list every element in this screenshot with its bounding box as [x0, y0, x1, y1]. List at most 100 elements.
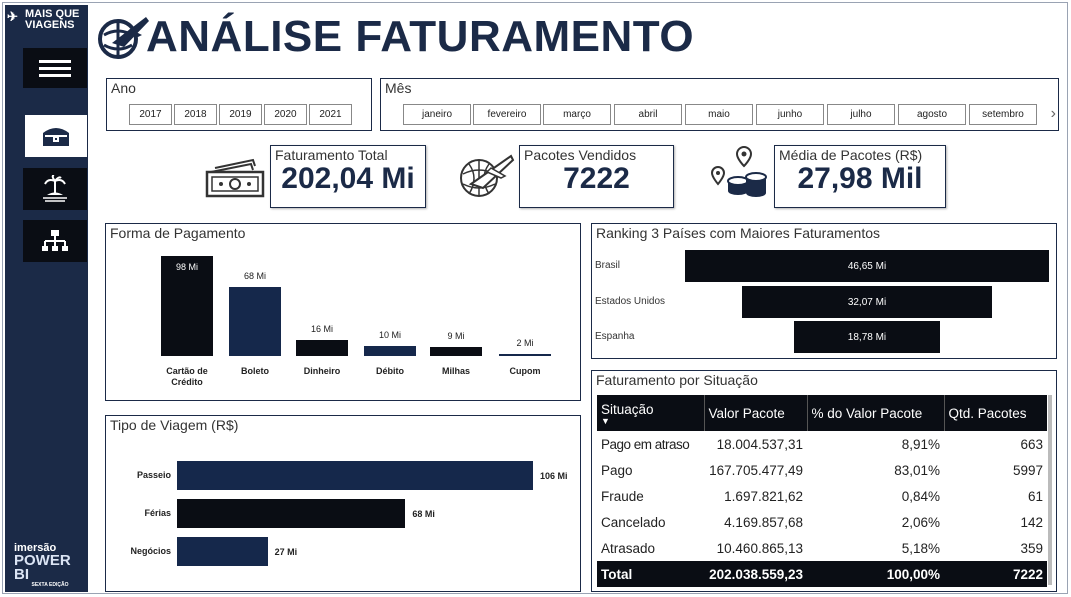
forma-pagamento-chart: Forma de Pagamento 98 Mi Cartão de Crédit…: [105, 223, 581, 401]
sidebar: [5, 5, 88, 592]
category-label: Dinheiro: [303, 366, 341, 376]
category-label: Férias: [144, 508, 171, 518]
bar[interactable]: [430, 346, 482, 356]
airplane-icon: ✈: [7, 9, 18, 24]
mes-option[interactable]: março: [543, 104, 611, 125]
chart-title: Ranking 3 Países com Maiores Faturamento…: [596, 225, 881, 241]
kpi-pacotes-vendidos: Pacotes Vendidos 7222: [519, 145, 674, 208]
menu-icon: [39, 59, 71, 63]
ano-slicer: Ano 2017 2018 2019 2020 2021: [106, 78, 372, 131]
ano-option[interactable]: 2017: [129, 104, 172, 125]
column-header-percent[interactable]: % do Valor Pacote: [807, 395, 945, 431]
category-label: Boleto: [241, 366, 269, 376]
mes-option[interactable]: agosto: [898, 104, 966, 125]
bar[interactable]: [177, 537, 268, 566]
kpi-value: 202,04 Mi: [281, 162, 415, 195]
data-label: 68 Mi: [412, 509, 435, 519]
category-label: Passeio: [136, 470, 171, 480]
kpi-label: Pacotes Vendidos: [524, 147, 637, 163]
beach-island-icon: [43, 175, 67, 202]
data-label: 16 Mi: [310, 323, 333, 334]
globe-plane-icon: [455, 150, 515, 205]
table-row[interactable]: Fraude 1.697.821,62 0,84% 61: [601, 488, 1043, 504]
brand-logo: ✈ MAIS QUE VIAGENS: [7, 8, 80, 31]
bar[interactable]: [229, 286, 281, 356]
kpi-faturamento-total: Faturamento Total 202,04 Mi: [270, 145, 426, 208]
table-total-row: Total 202.038.559,23 100,00% 7222: [597, 561, 1047, 587]
nav-destinos-button[interactable]: [23, 168, 87, 210]
chart-title: Tipo de Viagem (R$): [110, 417, 239, 433]
mes-option[interactable]: maio: [685, 104, 753, 125]
category-label: Espanha: [595, 331, 635, 342]
table-row[interactable]: Pago 167.705.477,49 83,01% 5997: [601, 462, 1043, 478]
data-label: 2 Mi: [516, 337, 534, 348]
bar[interactable]: 32,07 Mi: [741, 286, 993, 318]
bar[interactable]: 18,78 Mi: [793, 321, 941, 353]
mes-option[interactable]: junho: [756, 104, 824, 125]
table-row[interactable]: Cancelado 4.169.857,68 2,06% 142: [601, 514, 1043, 530]
kpi-label: Média de Pacotes (R$): [779, 147, 923, 163]
kpi-media-pacotes: Média de Pacotes (R$) 27,98 Mil: [774, 145, 946, 208]
money-bill-icon: [205, 158, 267, 203]
category-label: Brasil: [595, 260, 621, 271]
ranking-paises-chart: Ranking 3 Países com Maiores Faturamento…: [591, 223, 1057, 359]
table-header-row: Situação ▼ Valor Pacote % do Valor Pacote…: [597, 395, 1047, 431]
table-scrollbar[interactable]: [1048, 395, 1052, 585]
bar[interactable]: [364, 345, 416, 356]
category-label: Negócios: [130, 546, 171, 556]
org-chart-icon: [42, 230, 68, 251]
faturamento-situacao-table: Faturamento por Situação Situação ▼ Valor…: [591, 370, 1057, 592]
mes-option[interactable]: fevereiro: [473, 104, 541, 125]
kpi-label: Faturamento Total: [275, 147, 388, 163]
kpi-value: 27,98 Mil: [797, 162, 923, 195]
mes-option[interactable]: janeiro: [403, 104, 471, 125]
bar[interactable]: [161, 256, 213, 356]
menu-button[interactable]: [23, 48, 87, 88]
mes-slicer-title: Mês: [385, 80, 412, 96]
bar[interactable]: 46,65 Mi: [685, 250, 1049, 282]
column-header-valor[interactable]: Valor Pacote: [704, 395, 808, 431]
nav-faturamento-button[interactable]: [25, 115, 87, 157]
data-label: 10 Mi: [378, 329, 401, 340]
chevron-right-icon[interactable]: ›: [1050, 105, 1056, 122]
treasure-chest-icon: [43, 128, 69, 146]
bar[interactable]: [177, 461, 533, 490]
mes-option[interactable]: julho: [827, 104, 895, 125]
kpi-value: 7222: [563, 162, 630, 195]
situacao-table: Situação ▼ Valor Pacote % do Valor Pacote…: [597, 395, 1047, 587]
page-title: ANÁLISE FATURAMENTO: [146, 12, 695, 61]
data-label: 68 Mi: [243, 270, 266, 281]
table-row[interactable]: Pago em atraso 18.004.537,31 8,91% 663: [601, 436, 1043, 452]
ano-option[interactable]: 2019: [219, 104, 262, 125]
chart-title: Forma de Pagamento: [110, 225, 246, 241]
mes-option[interactable]: setembro: [969, 104, 1037, 125]
category-label: Milhas: [441, 366, 470, 376]
ano-option[interactable]: 2020: [264, 104, 307, 125]
mes-slicer: Mês janeiro fevereiro março abril maio j…: [380, 78, 1059, 131]
sort-desc-icon[interactable]: ▼: [601, 415, 610, 426]
table-title: Faturamento por Situação: [596, 372, 758, 388]
ano-option[interactable]: 2021: [309, 104, 352, 125]
nav-estrutura-button[interactable]: [23, 220, 87, 262]
mes-option[interactable]: abril: [614, 104, 682, 125]
globe-airplane-icon: [94, 13, 150, 66]
category-label: Cartão de Crédito: [166, 366, 208, 387]
table-row[interactable]: Atrasado 10.460.865,13 5,18% 359: [601, 540, 1043, 556]
category-label: Cupom: [509, 366, 541, 376]
imersao-logo: imersão POWER BI SEXTA EDIÇÃO: [14, 542, 71, 588]
ano-option[interactable]: 2018: [174, 104, 217, 125]
column-header-situacao[interactable]: Situação ▼: [597, 395, 705, 431]
column-header-qtd[interactable]: Qtd. Pacotes: [944, 395, 1047, 431]
data-label: 98 Mi: [175, 262, 198, 272]
tipo-viagem-chart: Tipo de Viagem (R$) Passeio 106 Mi Férias 6…: [105, 415, 581, 592]
data-label: 106 Mi: [540, 471, 568, 481]
bar[interactable]: [177, 499, 406, 528]
category-label: Estados Unidos: [595, 296, 666, 307]
bar[interactable]: [296, 339, 348, 356]
bar[interactable]: [499, 353, 551, 356]
data-label: 27 Mi: [274, 547, 298, 557]
category-label: Débito: [376, 366, 404, 376]
ano-slicer-title: Ano: [111, 80, 136, 96]
data-label: 9 Mi: [447, 330, 465, 341]
